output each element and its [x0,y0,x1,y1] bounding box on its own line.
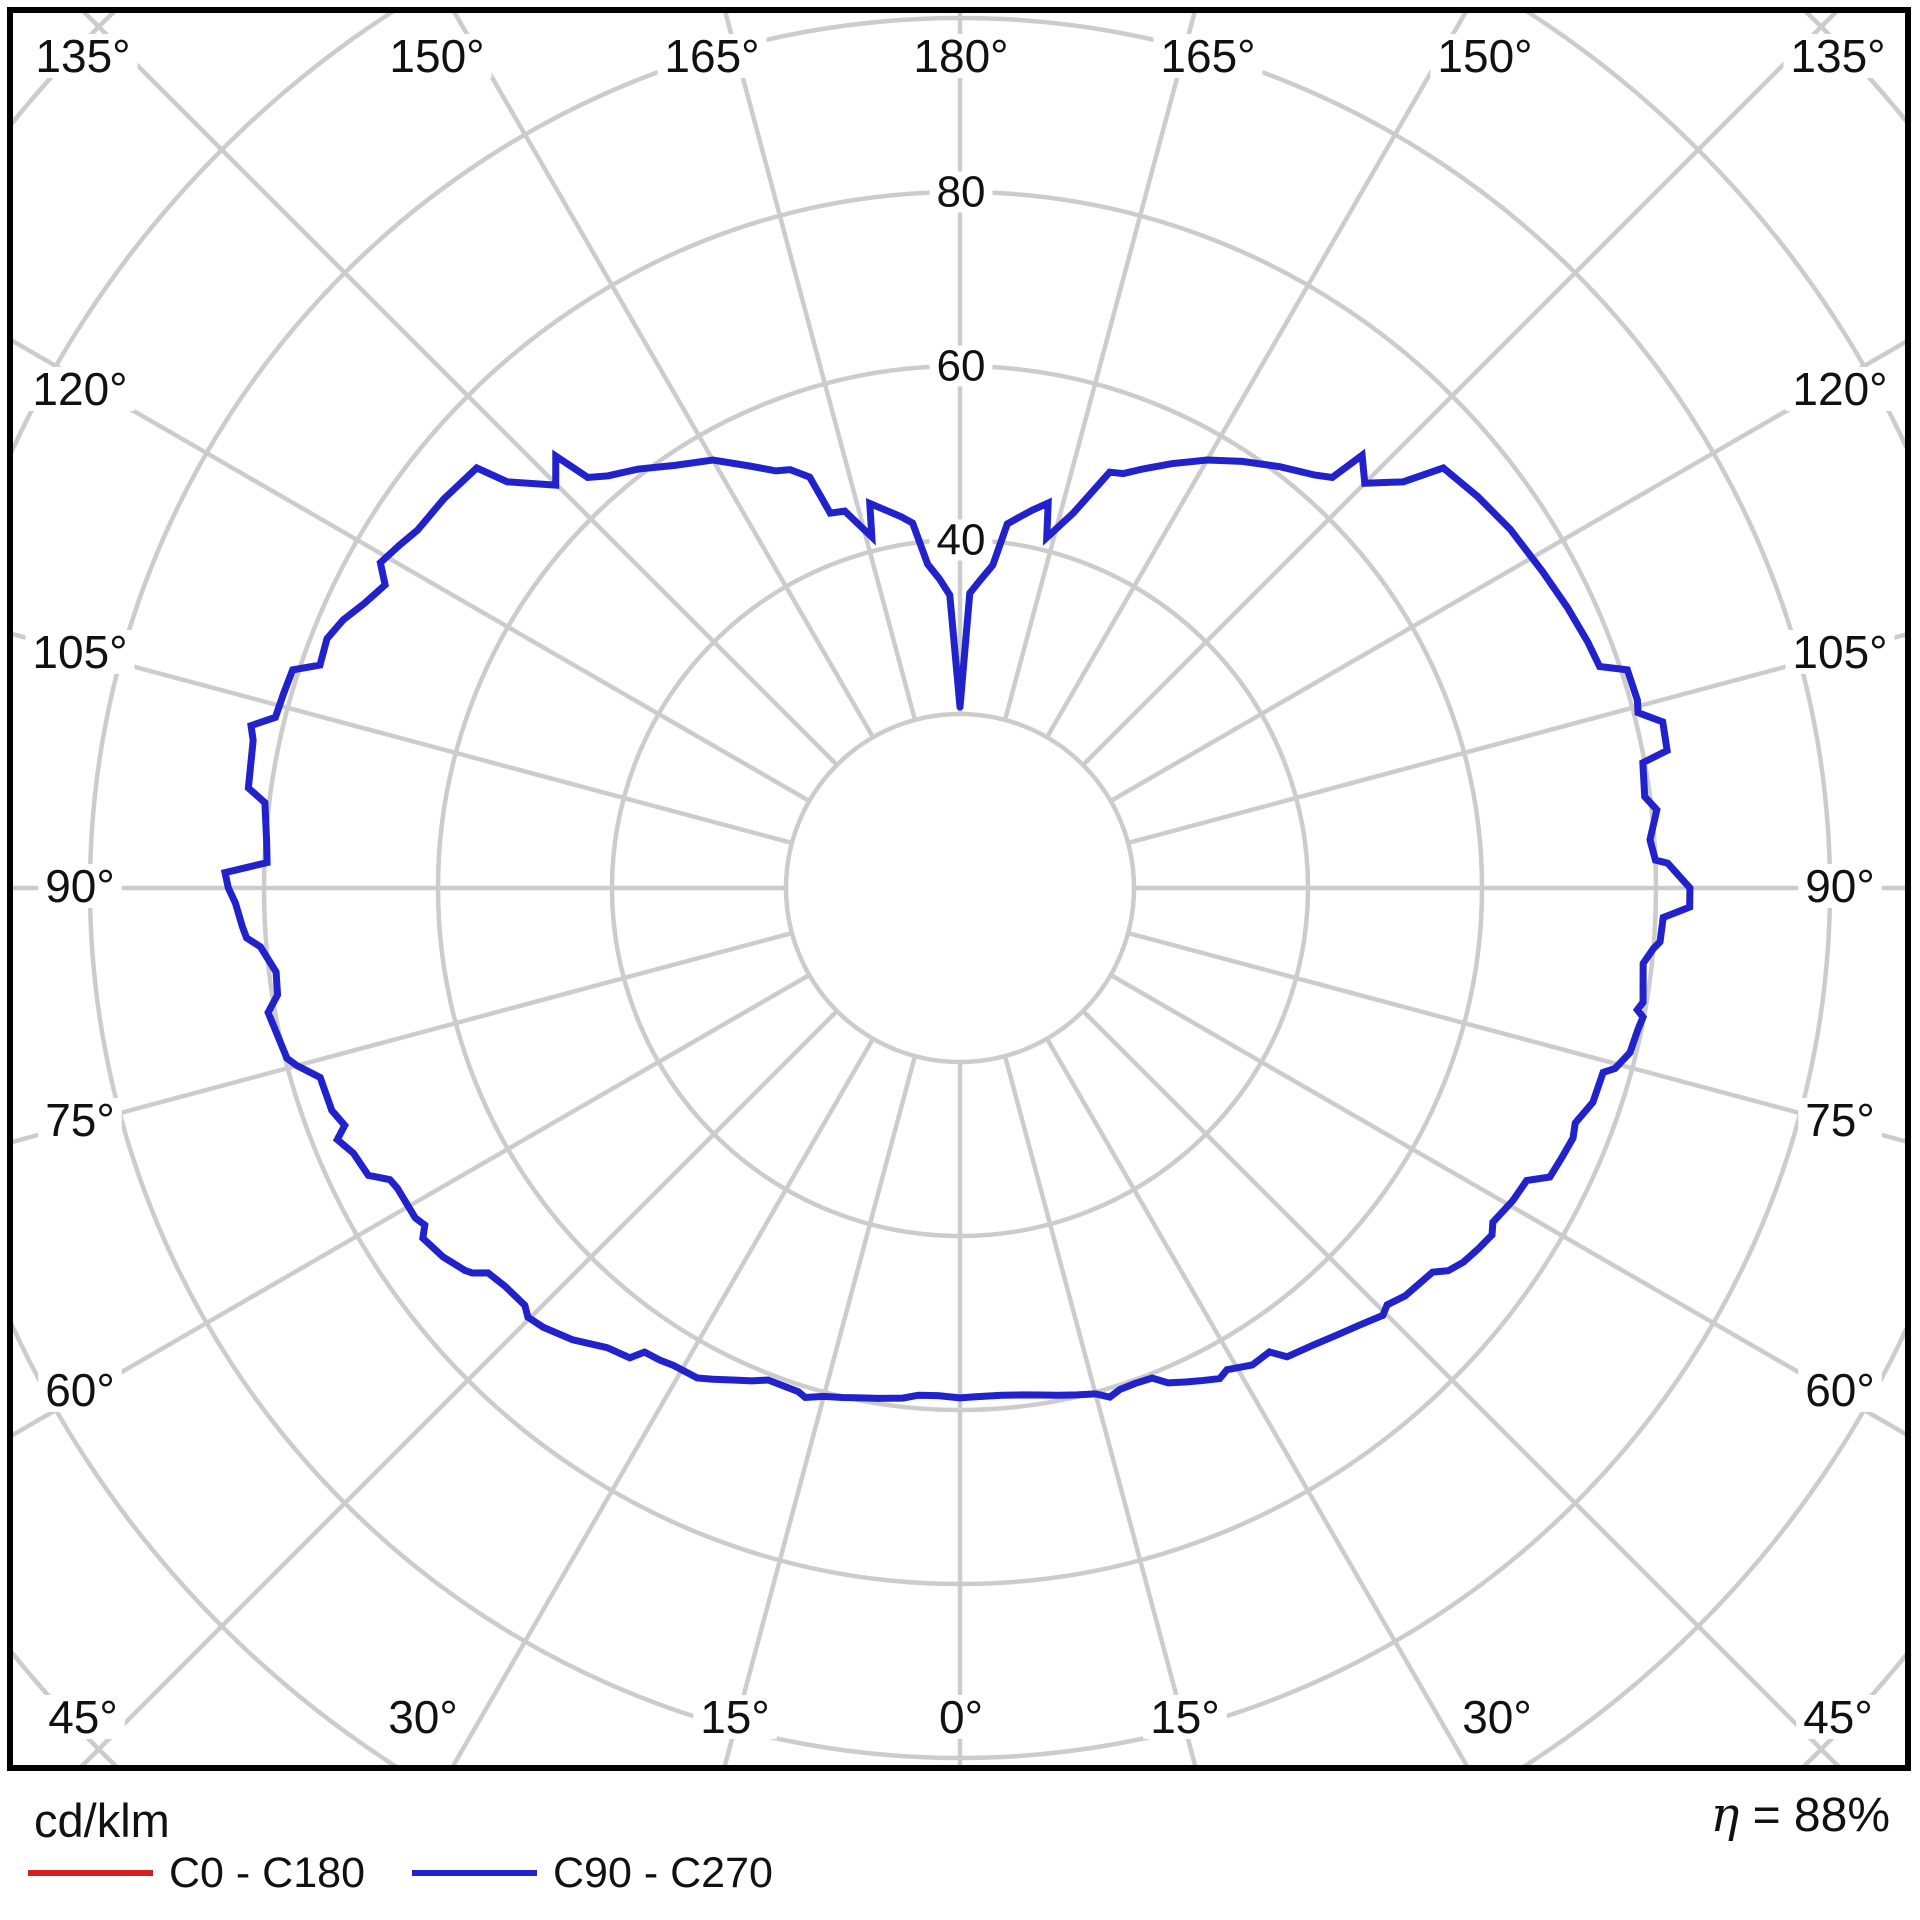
c0-c180-line-swatch [28,1870,153,1876]
light-output-ratio-label: η = 88% [1710,1787,1890,1843]
radial-tick-label-2: 80 [937,168,986,217]
intensity-curve-1 [220,448,1694,1402]
c90-c270-line-swatch [412,1870,537,1876]
chart-frame [7,7,1911,1771]
gamma-angle-label-21: 15° [1150,1691,1220,1743]
legend-label-c0-c180: C0 - C180 [169,1848,365,1897]
gamma-angle-label-4: 165° [1160,30,1255,82]
gamma-angle-label-5: 150° [1437,30,1532,82]
eta-symbol: η [1710,1787,1740,1843]
gamma-angle-label-16: 60° [1805,1364,1875,1416]
gamma-angle-label-7: 120° [32,363,127,415]
legend-label-c90-c270: C90 - C270 [553,1848,773,1897]
gamma-angle-label-0: 135° [35,30,130,82]
gamma-angle-label-18: 30° [388,1691,458,1743]
gamma-angle-label-1: 150° [389,30,484,82]
gamma-angle-label-15: 75° [1805,1094,1875,1146]
radial-tick-label-1: 60 [937,342,986,391]
gamma-angle-label-3: 180° [913,30,1008,82]
gamma-angle-label-10: 75° [45,1094,115,1146]
gamma-angle-label-22: 30° [1462,1691,1532,1743]
chart-footer: cd/klm η = 88% C0 - C180 C90 - C270 [0,1771,1920,1920]
gamma-angle-label-2: 165° [664,30,759,82]
gamma-angle-label-19: 15° [700,1691,770,1743]
radial-tick-label-0: 40 [937,516,986,565]
legend-item-c90-c270: C90 - C270 [412,1843,773,1903]
eta-value: = 88% [1752,1789,1890,1842]
gamma-angle-label-11: 60° [45,1364,115,1416]
gamma-angle-label-12: 120° [1792,363,1887,415]
gamma-angle-label-23: 45° [1803,1691,1873,1743]
gamma-angle-label-8: 105° [32,626,127,678]
gamma-angle-label-9: 90° [45,860,115,912]
gamma-angle-label-13: 105° [1792,626,1887,678]
gamma-angle-label-6: 135° [1790,30,1885,82]
legend-item-c0-c180: C0 - C180 [28,1843,365,1903]
legend: C0 - C180 C90 - C270 [0,1843,1920,1903]
gamma-angle-label-20: 0° [939,1691,983,1743]
unit-label: cd/klm [34,1794,170,1847]
gamma-angle-label-17: 45° [48,1691,118,1743]
gamma-angle-label-14: 90° [1805,860,1875,912]
